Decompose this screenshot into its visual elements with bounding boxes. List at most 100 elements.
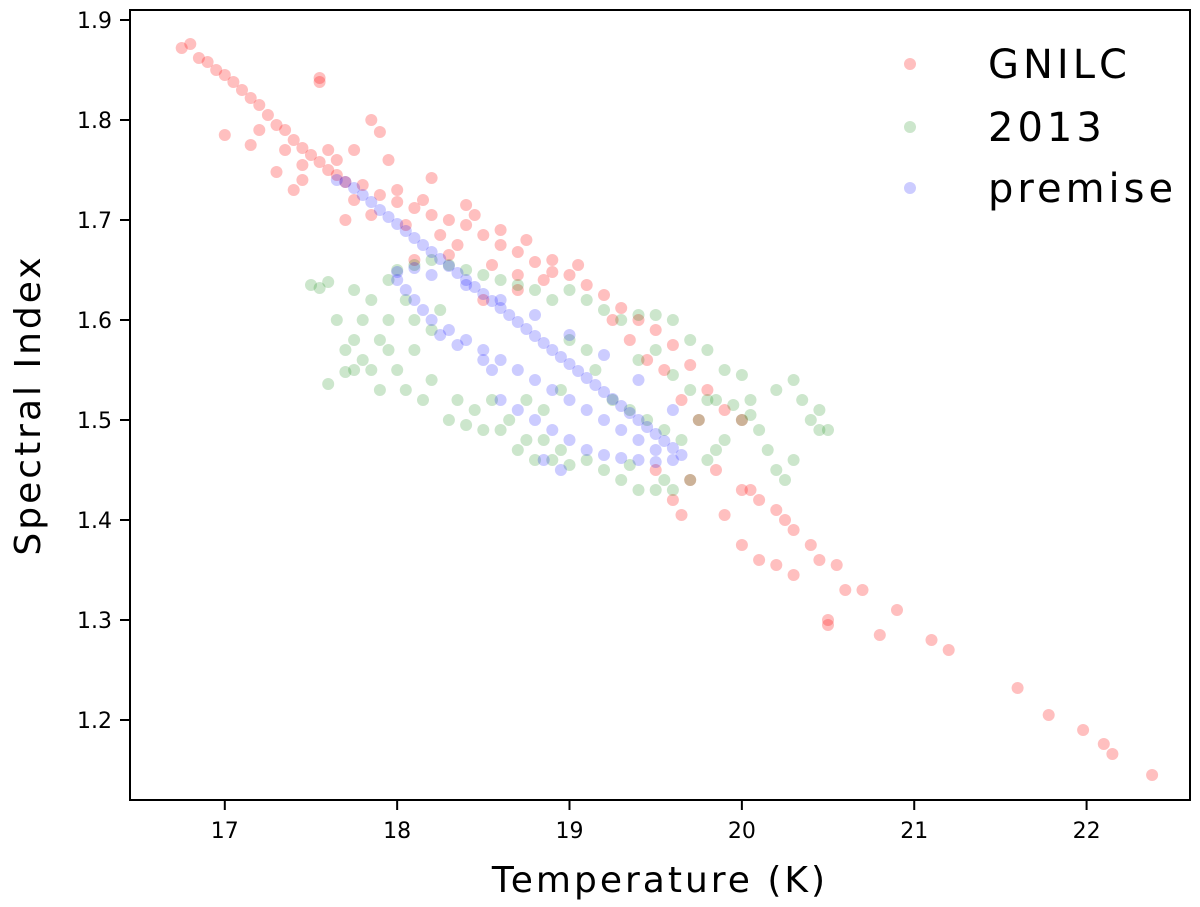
point-premise-27: [563, 358, 576, 370]
point-premise-77: [615, 452, 628, 464]
point-premise-64: [494, 294, 507, 306]
point-gnilc-63: [735, 484, 748, 496]
point-gnilc-114: [296, 159, 309, 171]
legend-item-premise: premise: [904, 166, 1177, 212]
point-2013-52: [744, 394, 757, 406]
point-2013-17: [399, 384, 412, 396]
point-gnilc-55: [718, 404, 731, 416]
point-gnilc-103: [399, 219, 412, 231]
point-2013-107: [554, 384, 567, 396]
point-premise-57: [632, 434, 645, 446]
point-2013-67: [701, 344, 714, 356]
point-gnilc-97: [658, 364, 671, 376]
point-2013-66: [718, 364, 731, 376]
point-2013-15: [391, 264, 404, 276]
point-2013-59: [804, 414, 817, 426]
point-gnilc-42: [468, 209, 481, 221]
point-2013-80: [477, 269, 490, 281]
y-tick-label-1.5: 1.5: [77, 409, 112, 434]
point-gnilc-104: [434, 229, 447, 241]
point-gnilc-50: [632, 314, 645, 326]
point-2013-62: [813, 424, 826, 436]
point-premise-5: [373, 204, 386, 216]
point-gnilc-0: [175, 42, 188, 54]
point-2013-19: [408, 314, 421, 326]
point-2013-20: [417, 394, 429, 406]
point-2013-97: [710, 394, 722, 406]
point-2013-79: [494, 274, 507, 286]
legend-label-premise: premise: [988, 166, 1177, 212]
point-premise-76: [598, 449, 610, 461]
point-gnilc-75: [830, 559, 843, 571]
point-premise-70: [494, 394, 507, 406]
point-gnilc-24: [313, 72, 326, 84]
point-2013-7: [356, 314, 369, 326]
point-gnilc-29: [373, 189, 386, 201]
point-2013-13: [382, 314, 395, 326]
point-premise-42: [399, 284, 412, 296]
point-gnilc-57: [666, 494, 679, 506]
x-tick-label-19: 19: [556, 819, 584, 844]
point-gnilc-115: [287, 184, 300, 196]
point-gnilc-72: [770, 559, 783, 571]
point-2013-16: [391, 364, 404, 376]
point-gnilc-2: [192, 52, 205, 64]
point-gnilc-61: [684, 474, 697, 486]
point-premise-19: [494, 302, 507, 314]
point-gnilc-102: [365, 209, 378, 221]
point-gnilc-16: [313, 156, 326, 168]
point-2013-56: [779, 474, 791, 486]
point-2013-18: [408, 344, 421, 356]
point-2013-98: [727, 399, 740, 411]
point-2013-83: [425, 254, 438, 266]
point-gnilc-84: [1011, 682, 1024, 694]
point-premise-2: [348, 182, 361, 194]
point-premise-45: [425, 314, 438, 326]
point-premise-18: [486, 295, 498, 307]
point-premise-10: [417, 239, 429, 251]
point-gnilc-88: [1106, 748, 1119, 760]
point-premise-22: [520, 323, 533, 335]
point-premise-72: [529, 414, 541, 426]
point-2013-78: [511, 279, 524, 291]
point-gnilc-56: [735, 414, 748, 426]
point-gnilc-30: [391, 196, 404, 208]
point-gnilc-25: [313, 76, 326, 88]
point-premise-53: [563, 394, 576, 406]
point-gnilc-36: [494, 239, 507, 251]
point-premise-83: [486, 364, 498, 376]
point-2013-6: [348, 364, 361, 376]
point-gnilc-110: [253, 124, 266, 136]
point-gnilc-67: [779, 514, 791, 526]
point-gnilc-15: [305, 149, 317, 161]
point-2013-8: [356, 354, 369, 366]
point-premise-75: [580, 444, 593, 456]
point-gnilc-34: [460, 219, 473, 231]
point-2013-40: [598, 464, 610, 476]
point-gnilc-58: [675, 509, 688, 521]
point-2013-23: [434, 304, 447, 316]
point-premise-73: [546, 424, 559, 436]
point-2013-39: [580, 454, 593, 466]
point-gnilc-12: [279, 124, 292, 136]
point-2013-14: [382, 274, 395, 286]
point-gnilc-71: [753, 554, 766, 566]
point-premise-30: [589, 379, 602, 391]
point-premise-46: [442, 324, 455, 336]
point-2013-86: [339, 344, 352, 356]
point-gnilc-95: [623, 334, 636, 346]
point-premise-35: [632, 414, 645, 426]
point-gnilc-3: [201, 56, 214, 68]
point-2013-108: [537, 404, 550, 416]
point-2013-104: [701, 394, 714, 406]
point-gnilc-108: [486, 259, 498, 271]
point-premise-32: [606, 393, 619, 405]
point-2013-49: [710, 444, 722, 456]
point-2013-30: [494, 424, 507, 436]
point-gnilc-87: [1097, 738, 1110, 750]
point-gnilc-1: [184, 38, 197, 50]
point-2013-70: [649, 309, 662, 321]
point-gnilc-112: [322, 144, 335, 156]
point-premise-68: [632, 374, 645, 386]
point-premise-13: [442, 260, 455, 272]
